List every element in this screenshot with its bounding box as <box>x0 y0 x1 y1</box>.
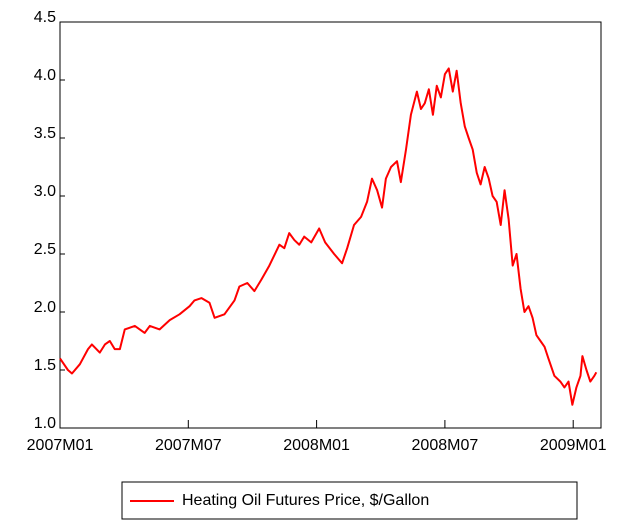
x-tick-label: 2008M01 <box>283 437 350 454</box>
x-tick-label: 2007M01 <box>27 437 94 454</box>
y-tick-label: 2.5 <box>34 241 56 258</box>
data-line <box>59 67 598 406</box>
x-tick-label: 2009M01 <box>540 437 607 454</box>
legend-box <box>121 481 578 520</box>
y-tick-label: 4.0 <box>34 67 56 84</box>
y-tick-label: 3.0 <box>34 183 56 200</box>
x-tick-label: 2008M07 <box>412 437 479 454</box>
legend: Heating Oil Futures Price, $/Gallon <box>121 481 578 520</box>
y-tick-label: 2.0 <box>34 299 56 316</box>
y-tick-label: 3.5 <box>34 125 56 142</box>
legend-label: Heating Oil Futures Price, $/Gallon <box>182 492 429 509</box>
x-tick-label: 2007M07 <box>155 437 222 454</box>
y-tick-label: 1.0 <box>34 415 56 432</box>
y-tick-label: 4.5 <box>34 9 56 26</box>
plot-frame <box>59 21 602 429</box>
y-tick-label: 1.5 <box>34 357 56 374</box>
